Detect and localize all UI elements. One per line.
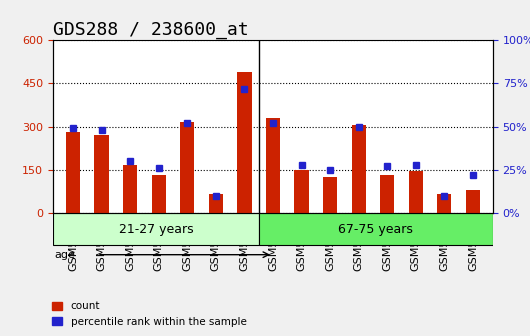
Bar — [409, 171, 423, 213]
Bar — [351, 125, 366, 213]
Bar — [380, 175, 394, 213]
Text: 67-75 years: 67-75 years — [338, 222, 413, 236]
Bar — [94, 135, 109, 213]
Bar — [323, 177, 337, 213]
Legend: count, percentile rank within the sample: count, percentile rank within the sample — [48, 297, 251, 331]
Bar — [466, 190, 480, 213]
Bar — [152, 175, 166, 213]
Bar — [259, 213, 493, 245]
Text: 21-27 years: 21-27 years — [119, 222, 193, 236]
Bar — [123, 165, 137, 213]
Text: age: age — [55, 250, 75, 260]
Bar — [437, 194, 452, 213]
Bar — [180, 122, 195, 213]
Bar — [237, 72, 252, 213]
Bar — [266, 118, 280, 213]
Bar — [209, 194, 223, 213]
Text: GDS288 / 238600_at: GDS288 / 238600_at — [53, 21, 249, 39]
Bar — [66, 132, 80, 213]
Bar — [53, 213, 259, 245]
Bar — [294, 170, 308, 213]
